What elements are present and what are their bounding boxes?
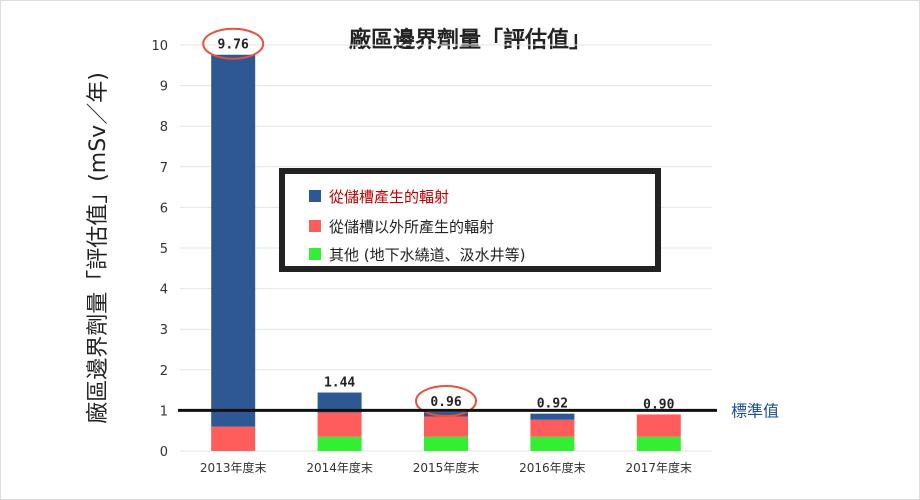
x-tick-label: 2015年度末 [413, 460, 480, 475]
bar-segment [424, 436, 468, 451]
y-tick-label: 6 [160, 201, 168, 216]
bar-segment [530, 436, 575, 451]
bar-segment [530, 413, 575, 420]
y-tick-label: 3 [160, 323, 168, 338]
legend-label-tank: 從儲槽產生的輻射 [329, 187, 450, 206]
x-tick-label: 2013年度末 [200, 460, 267, 475]
bar-segment [636, 436, 681, 451]
bar-segment [317, 392, 362, 413]
legend: 從儲槽產生的輻射 從儲槽以外所產生的輻射 其他 (地下水繞道、汲水井等) [279, 168, 661, 272]
y-tick-label: 2 [160, 364, 168, 379]
legend-label-other: 其他 (地下水繞道、汲水井等) [329, 245, 526, 264]
bar-segment [530, 419, 575, 437]
data-label: 9.76 [218, 38, 249, 53]
data-label: 0.90 [643, 397, 674, 412]
legend-label-non-tank: 從儲槽以外所產生的輻射 [329, 217, 495, 236]
y-tick-label: 1 [160, 404, 168, 419]
y-tick-label: 10 [151, 39, 168, 54]
x-tick-label: 2014年度末 [306, 460, 373, 475]
y-tick-label: 0 [160, 445, 168, 460]
chart-title: 廠區邊界劑量「評估值」 [348, 28, 591, 53]
bar-segment [317, 436, 362, 451]
bar-segment [211, 54, 256, 427]
y-tick-label: 7 [160, 161, 168, 176]
y-tick-label: 9 [160, 80, 168, 95]
x-tick-label: 2016年度末 [519, 460, 586, 475]
data-label: 1.44 [324, 376, 355, 391]
bar-segment [424, 416, 468, 437]
legend-item-other: 其他 (地下水繞道、汲水井等) [309, 242, 525, 266]
y-tick-label: 4 [160, 283, 168, 298]
bar-segment [211, 426, 256, 451]
legend-swatch-other [309, 248, 321, 260]
highlight-circle [415, 385, 477, 418]
legend-swatch-tank [309, 190, 321, 202]
x-tick-label: 2017年度末 [626, 460, 693, 475]
highlight-circle [202, 27, 265, 60]
y-tick-label: 8 [160, 120, 168, 135]
data-label: 0.92 [537, 397, 568, 412]
bar-segment [424, 412, 468, 417]
legend-item-non-tank: 從儲槽以外所產生的輻射 [309, 214, 494, 238]
data-label: 0.96 [430, 395, 461, 410]
reference-line-label: 標準值 [731, 401, 779, 420]
bar-segment [317, 412, 362, 437]
legend-item-tank: 從儲槽產生的輻射 [309, 184, 449, 208]
y-tick-label: 5 [160, 242, 168, 257]
bar-segment [636, 414, 681, 437]
legend-swatch-non-tank [309, 220, 321, 232]
